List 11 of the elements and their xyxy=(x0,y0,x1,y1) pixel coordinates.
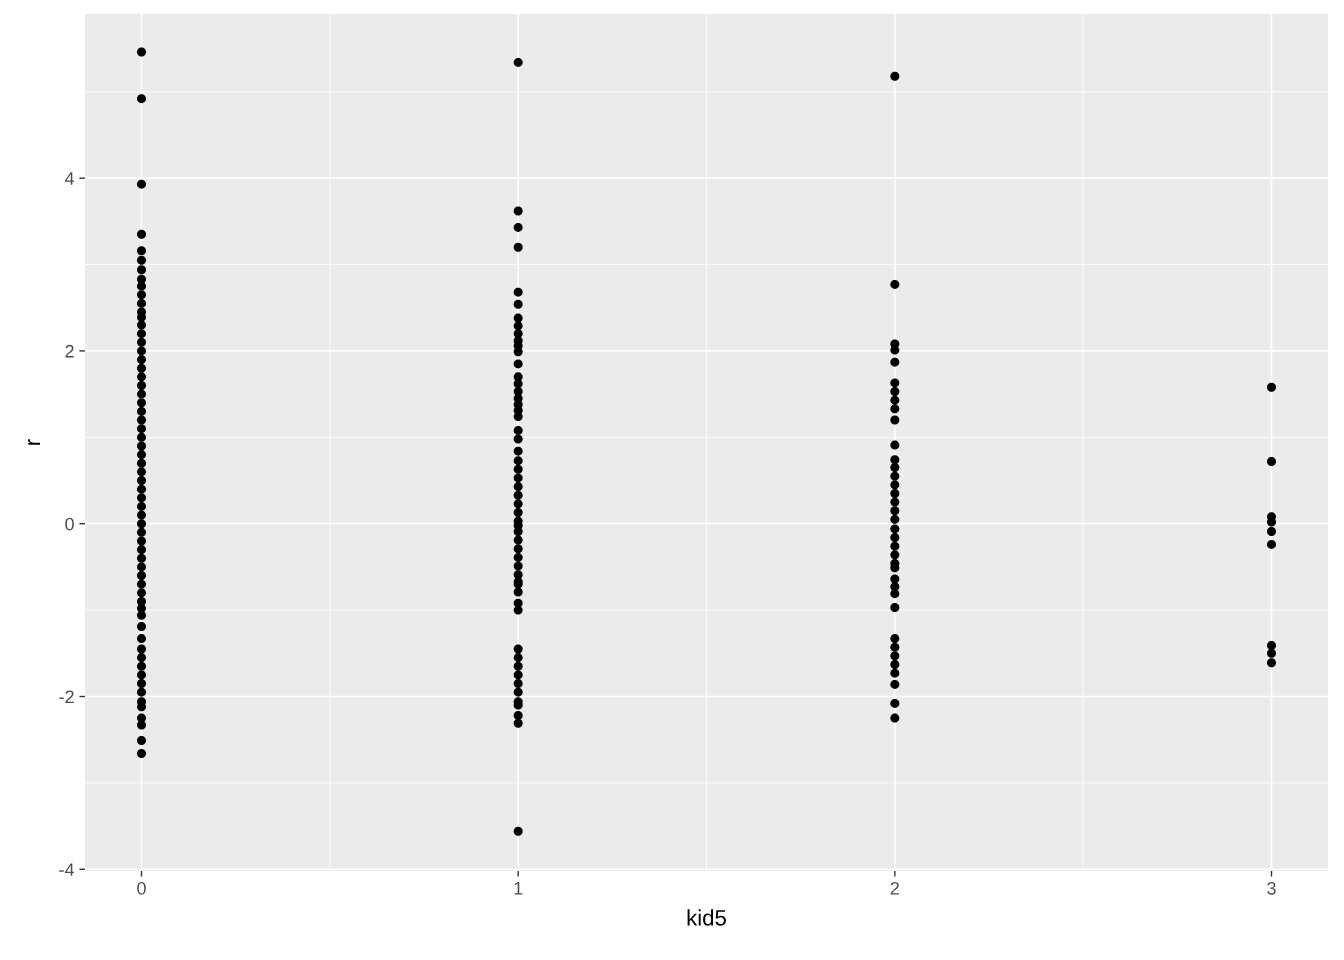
y-axis-title: r xyxy=(28,439,41,445)
y-tick-label: 2 xyxy=(65,344,74,358)
x-tick-label: 1 xyxy=(514,882,523,895)
x-axis-title: kid5 xyxy=(687,909,726,926)
y-tick-label: 4 xyxy=(64,172,75,185)
x-tick-label: 2 xyxy=(890,881,899,895)
y-tick-label: -2 xyxy=(59,690,74,704)
x-tick-label: 0 xyxy=(137,881,146,895)
x-tick-label: 3 xyxy=(1267,881,1276,895)
y-tick-label: 0 xyxy=(65,517,74,531)
y-tick-label: -4 xyxy=(59,863,75,876)
